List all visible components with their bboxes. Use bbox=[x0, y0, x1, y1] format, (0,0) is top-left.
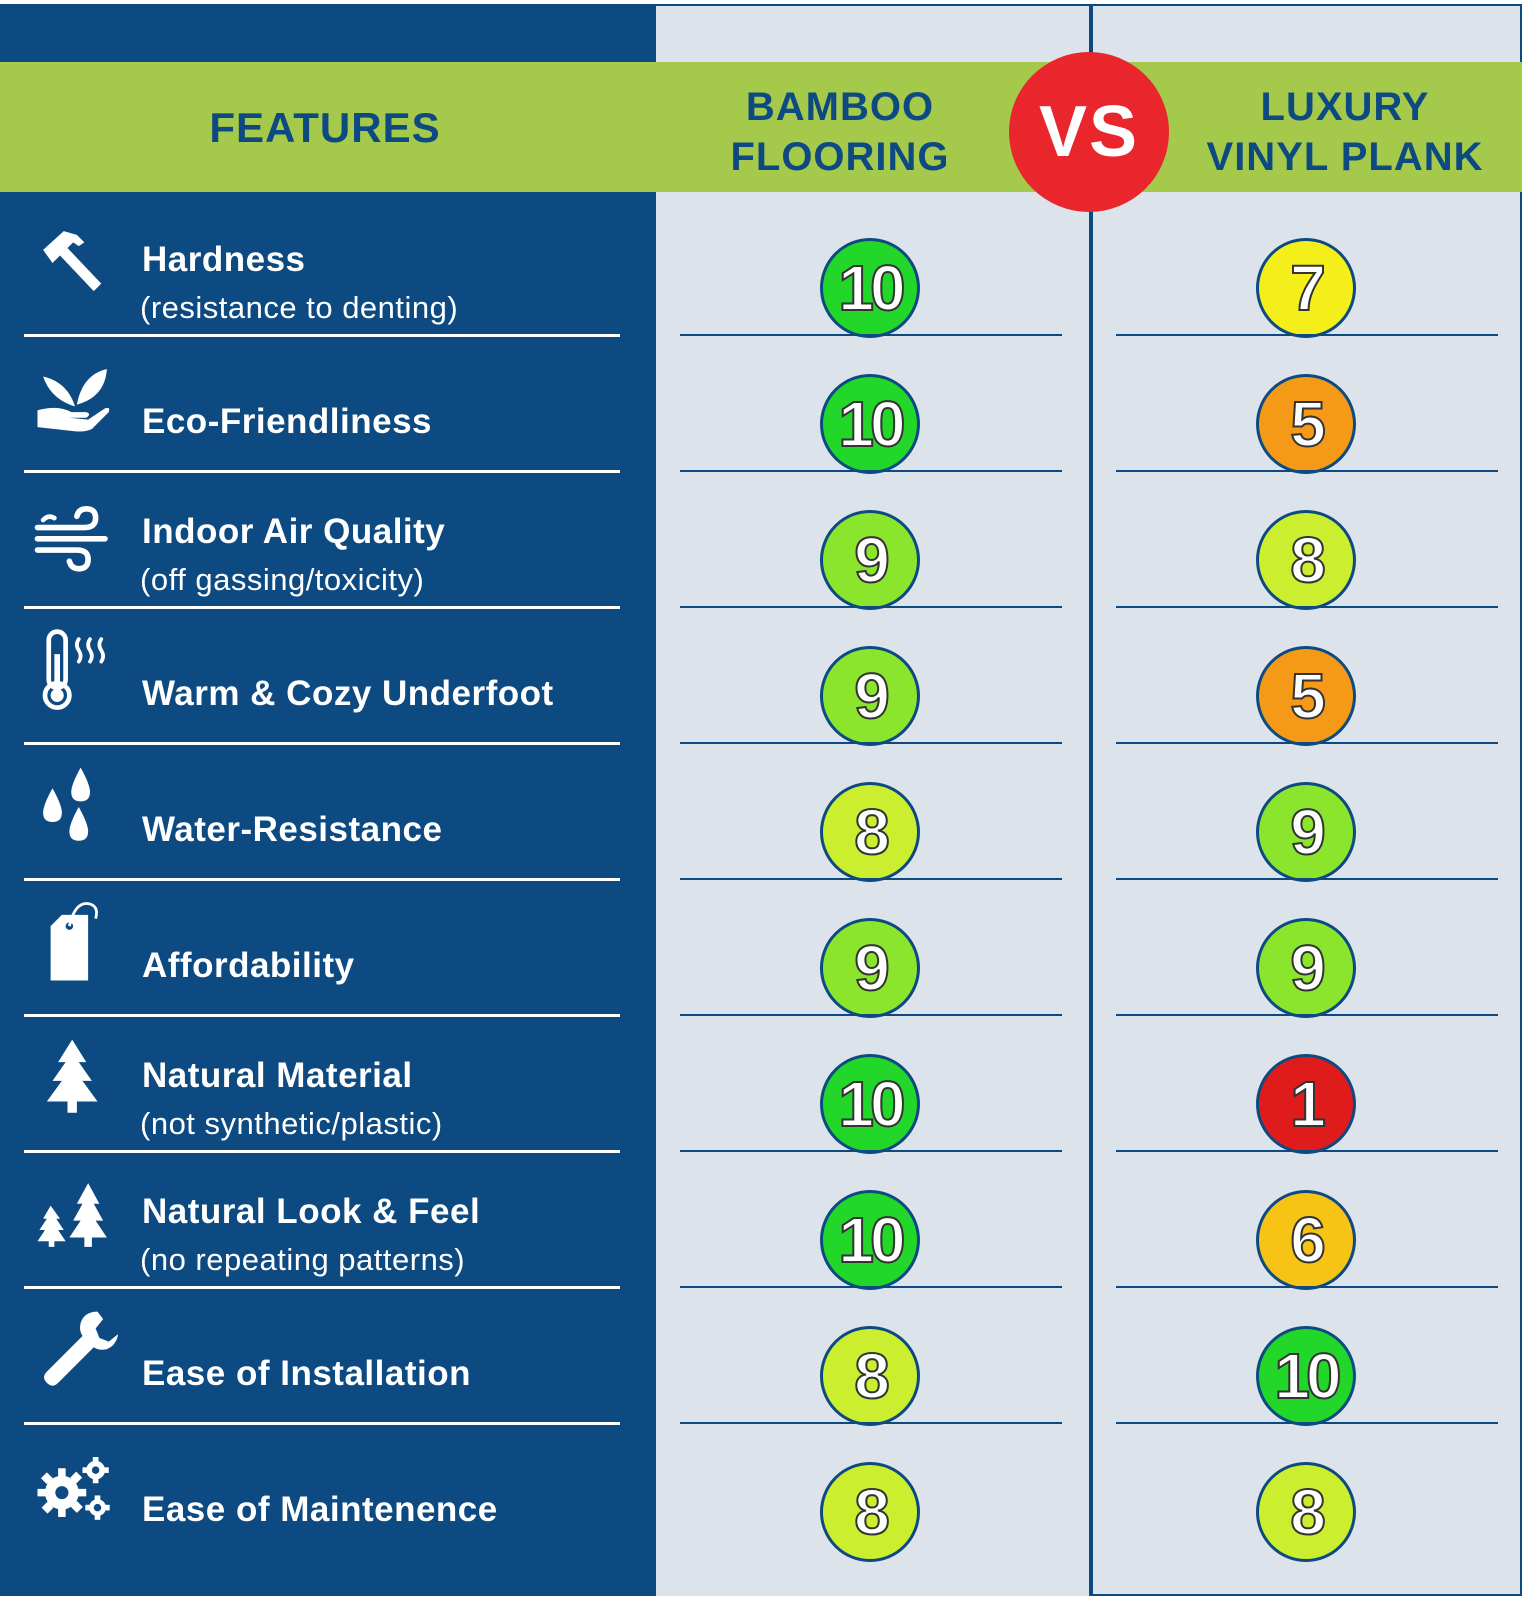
feature-row: Water-Resistance 8 9 bbox=[0, 740, 1530, 882]
feature-title: Natural Look & Feel bbox=[142, 1192, 481, 1231]
row-divider bbox=[24, 742, 620, 745]
vinyl-heading: LUXURY VINYL PLANK bbox=[1180, 82, 1510, 182]
row-divider bbox=[24, 1422, 620, 1425]
row-divider bbox=[680, 742, 1062, 744]
vinyl-score-badge: 9 bbox=[1256, 782, 1356, 882]
vinyl-heading-line2: VINYL PLANK bbox=[1206, 135, 1484, 179]
wind-icon bbox=[30, 490, 120, 580]
gears-icon bbox=[30, 1442, 120, 1532]
bamboo-score-badge: 10 bbox=[820, 1190, 920, 1290]
feature-title: Eco-Friendliness bbox=[142, 402, 433, 441]
feature-row: Warm & Cozy Underfoot 9 5 bbox=[0, 604, 1530, 746]
feature-row: Ease of Installation 8 10 bbox=[0, 1284, 1530, 1426]
feature-row: Hardness (resistance to denting) 10 7 bbox=[0, 196, 1530, 338]
bamboo-score-badge: 9 bbox=[820, 510, 920, 610]
vs-badge: VS bbox=[1009, 52, 1169, 212]
water-drops-icon bbox=[30, 762, 120, 852]
row-divider bbox=[24, 1150, 620, 1153]
feature-title: Warm & Cozy Underfoot bbox=[142, 674, 554, 713]
row-divider bbox=[680, 1422, 1062, 1424]
feature-title: Water-Resistance bbox=[142, 810, 443, 849]
bamboo-score-badge: 10 bbox=[820, 374, 920, 474]
wrench-icon bbox=[30, 1306, 120, 1396]
row-divider bbox=[24, 1014, 620, 1017]
bamboo-score-badge: 9 bbox=[820, 646, 920, 746]
row-divider bbox=[680, 334, 1062, 336]
header-band bbox=[0, 62, 1522, 192]
feature-title: Affordability bbox=[142, 946, 355, 985]
row-divider bbox=[680, 1014, 1062, 1016]
vinyl-score-badge: 5 bbox=[1256, 646, 1356, 746]
vinyl-score-badge: 8 bbox=[1256, 1462, 1356, 1562]
row-divider bbox=[24, 470, 620, 473]
row-divider bbox=[1116, 1014, 1498, 1016]
feature-title: Ease of Maintenence bbox=[142, 1490, 498, 1529]
row-divider bbox=[1116, 742, 1498, 744]
feature-row: Natural Material (not synthetic/plastic) 1… bbox=[0, 1012, 1530, 1154]
row-divider bbox=[1116, 1286, 1498, 1288]
row-divider bbox=[680, 606, 1062, 608]
eco-hand-leaf-icon bbox=[30, 354, 120, 444]
row-divider bbox=[1116, 606, 1498, 608]
two-trees-icon bbox=[30, 1170, 120, 1260]
vinyl-score-badge: 6 bbox=[1256, 1190, 1356, 1290]
row-divider bbox=[1116, 470, 1498, 472]
feature-title: Ease of Installation bbox=[142, 1354, 471, 1393]
feature-row: Ease of Maintenence 8 8 bbox=[0, 1420, 1530, 1562]
feature-subtitle: (resistance to denting) bbox=[140, 290, 459, 325]
row-divider bbox=[1116, 1150, 1498, 1152]
row-divider bbox=[1116, 878, 1498, 880]
bamboo-score-badge: 10 bbox=[820, 1054, 920, 1154]
row-divider bbox=[24, 606, 620, 609]
feature-subtitle: (off gassing/toxicity) bbox=[140, 562, 425, 597]
vinyl-score-badge: 1 bbox=[1256, 1054, 1356, 1154]
row-divider bbox=[680, 1286, 1062, 1288]
vinyl-score-badge: 10 bbox=[1256, 1326, 1356, 1426]
row-divider bbox=[1116, 334, 1498, 336]
row-divider bbox=[24, 334, 620, 337]
feature-row: Indoor Air Quality (off gassing/toxicity)… bbox=[0, 468, 1530, 610]
vinyl-score-badge: 8 bbox=[1256, 510, 1356, 610]
bamboo-heading-line1: BAMBOO bbox=[745, 85, 935, 129]
bamboo-score-badge: 8 bbox=[820, 1462, 920, 1562]
feature-row: Eco-Friendliness 10 5 bbox=[0, 332, 1530, 474]
features-panel bbox=[0, 4, 654, 1596]
bamboo-heading: BAMBOO FLOORING bbox=[690, 82, 990, 182]
bamboo-heading-line2: FLOORING bbox=[730, 135, 950, 179]
row-divider bbox=[680, 1150, 1062, 1152]
feature-subtitle: (not synthetic/plastic) bbox=[140, 1106, 443, 1141]
feature-row: Affordability 9 9 bbox=[0, 876, 1530, 1018]
vinyl-score-badge: 7 bbox=[1256, 238, 1356, 338]
bamboo-score-badge: 10 bbox=[820, 238, 920, 338]
row-divider bbox=[24, 878, 620, 881]
row-divider bbox=[680, 470, 1062, 472]
vinyl-score-badge: 9 bbox=[1256, 918, 1356, 1018]
price-tag-icon bbox=[30, 898, 120, 988]
bamboo-score-badge: 9 bbox=[820, 918, 920, 1018]
feature-title: Indoor Air Quality bbox=[142, 512, 446, 551]
bamboo-score-badge: 8 bbox=[820, 1326, 920, 1426]
bamboo-score-badge: 8 bbox=[820, 782, 920, 882]
pine-tree-icon bbox=[30, 1034, 120, 1124]
hammer-icon bbox=[30, 218, 120, 308]
feature-title: Natural Material bbox=[142, 1056, 413, 1095]
features-heading: FEATURES bbox=[209, 104, 441, 151]
feature-subtitle: (no repeating patterns) bbox=[140, 1242, 466, 1277]
vinyl-score-badge: 5 bbox=[1256, 374, 1356, 474]
feature-row: Natural Look & Feel (no repeating pattern… bbox=[0, 1148, 1530, 1290]
feature-title: Hardness bbox=[142, 240, 306, 279]
row-divider bbox=[24, 1286, 620, 1289]
row-divider bbox=[680, 878, 1062, 880]
thermometer-icon bbox=[30, 626, 120, 716]
vinyl-heading-line1: LUXURY bbox=[1260, 85, 1430, 129]
row-divider bbox=[1116, 1422, 1498, 1424]
